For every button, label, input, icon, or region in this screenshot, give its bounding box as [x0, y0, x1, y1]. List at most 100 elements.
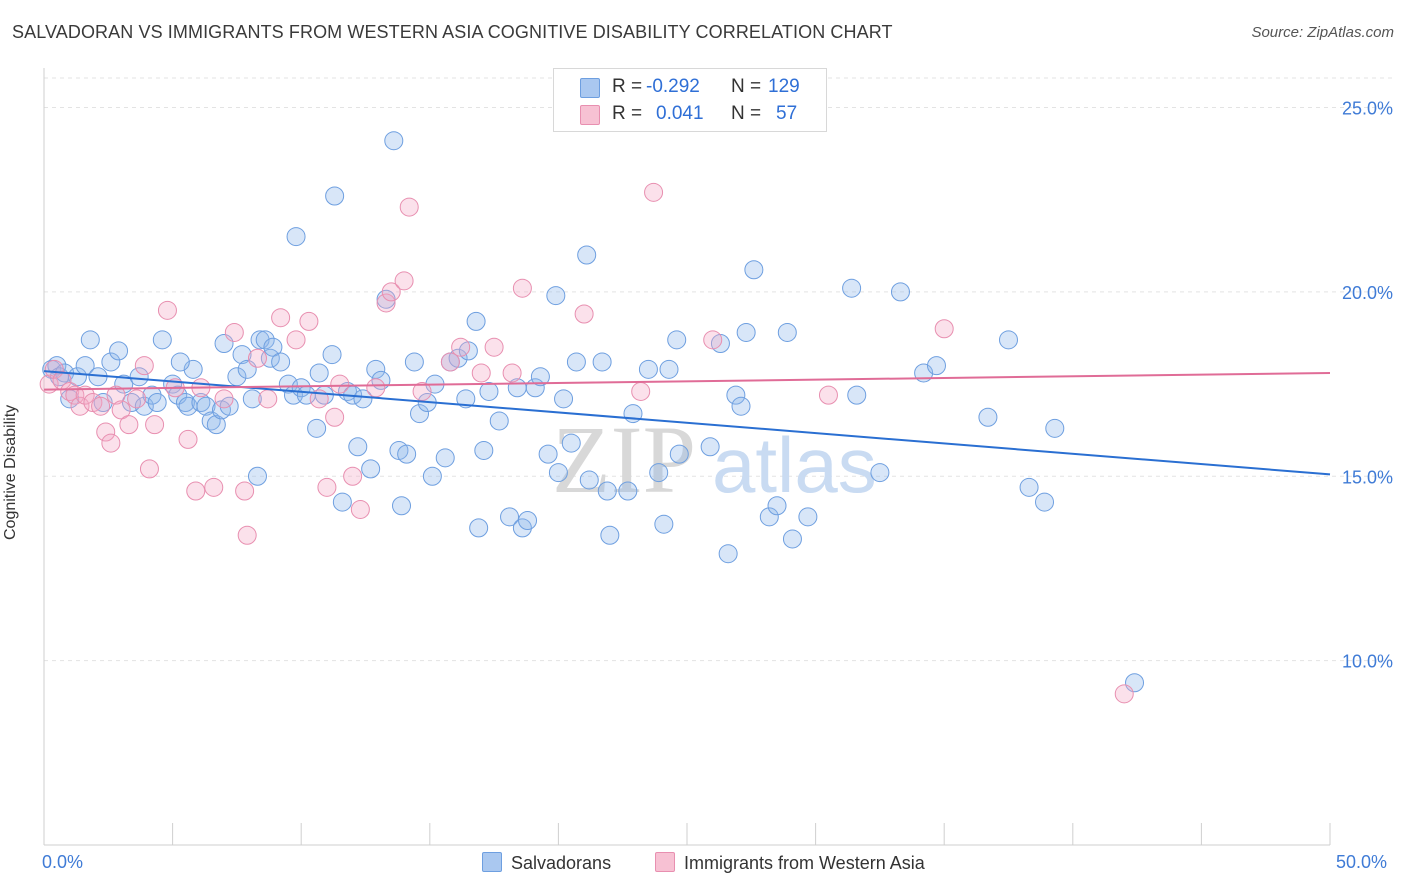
data-point [147, 393, 167, 412]
data-point [75, 385, 95, 405]
data-point [554, 389, 574, 409]
legend-r-label: R = [612, 103, 643, 124]
data-point [157, 300, 177, 320]
data-point [435, 448, 455, 468]
legend-n-value: 129 [768, 76, 800, 97]
data-point [307, 418, 327, 438]
data-point [484, 337, 504, 357]
trend-line [43, 370, 1331, 476]
watermark-atlas: atlas [712, 421, 877, 509]
data-point [500, 507, 520, 527]
data-point [474, 440, 494, 460]
legend-swatch [580, 105, 600, 125]
data-point [978, 407, 998, 427]
data-point [422, 466, 442, 486]
data-point [278, 374, 298, 394]
data-point [80, 330, 100, 350]
data-point [286, 330, 306, 350]
data-point [224, 322, 244, 342]
data-point [258, 389, 278, 409]
data-point [847, 385, 867, 405]
legend-swatch [482, 852, 502, 872]
data-point [736, 322, 756, 342]
data-point [394, 271, 414, 291]
data-point [106, 385, 126, 405]
data-point [127, 389, 147, 409]
y-tick-label: 10.0% [1342, 652, 1393, 672]
data-point [235, 481, 255, 501]
trend-line [43, 372, 1331, 391]
bottom-legend-salvadorans: Salvadorans [482, 852, 611, 874]
data-point [518, 511, 538, 530]
legend-label: Immigrants from Western Asia [684, 853, 925, 873]
legend-swatch [580, 78, 600, 98]
data-point [286, 227, 306, 247]
x-tick-label-min: 0.0% [42, 852, 84, 872]
data-point [325, 186, 345, 206]
data-point [392, 496, 412, 516]
data-point [111, 400, 131, 420]
data-point [649, 463, 669, 483]
data-point [489, 411, 509, 431]
data-point [196, 396, 216, 416]
series-salvadorans [42, 131, 1145, 693]
data-point [654, 514, 674, 534]
data-point [890, 282, 910, 302]
data-point [759, 507, 779, 527]
data-point [361, 459, 381, 479]
data-point [353, 389, 373, 409]
data-point [384, 131, 404, 151]
data-point [731, 396, 751, 416]
x-tick-label-max: 50.0% [1336, 852, 1388, 872]
data-point [242, 389, 262, 409]
data-point [597, 481, 617, 501]
data-point [263, 337, 283, 357]
data-point [60, 381, 80, 401]
legend-r-label: R = [612, 76, 643, 97]
data-point [744, 260, 764, 280]
source-label: Source: ZipAtlas.com [1251, 24, 1394, 41]
data-point [134, 396, 154, 416]
data-point [232, 345, 252, 365]
data-point [926, 356, 946, 376]
data-point [366, 378, 386, 398]
data-point [322, 345, 342, 365]
legend-swatch [655, 852, 675, 872]
data-point [206, 415, 226, 435]
data-point [718, 544, 738, 564]
data-point [170, 352, 190, 372]
data-point [667, 330, 687, 350]
data-point [109, 341, 129, 361]
data-point [47, 356, 67, 376]
data-point [145, 415, 165, 435]
data-point [638, 359, 658, 379]
data-point [700, 437, 720, 457]
data-point [348, 437, 368, 457]
data-point [332, 492, 352, 512]
data-point [101, 433, 121, 453]
data-point [669, 444, 689, 464]
data-point [44, 359, 64, 379]
data-point [546, 286, 566, 306]
y-tick-label: 15.0% [1342, 467, 1393, 487]
data-point [397, 444, 417, 464]
data-point [469, 518, 489, 538]
data-point [325, 407, 345, 427]
data-point [399, 197, 419, 217]
data-point [566, 352, 586, 372]
data-point [502, 363, 522, 383]
data-point [466, 311, 486, 331]
data-point [134, 356, 154, 376]
data-point [247, 348, 267, 368]
chart-title: SALVADORAN VS IMMIGRANTS FROM WESTERN AS… [12, 22, 893, 42]
data-point [255, 330, 275, 350]
data-point [70, 396, 90, 416]
data-point [451, 337, 471, 357]
data-point [237, 525, 257, 545]
data-point [129, 367, 149, 387]
data-point [726, 385, 746, 405]
data-point [471, 363, 491, 383]
data-point [798, 507, 818, 527]
data-point [644, 182, 664, 202]
data-point [538, 444, 558, 464]
